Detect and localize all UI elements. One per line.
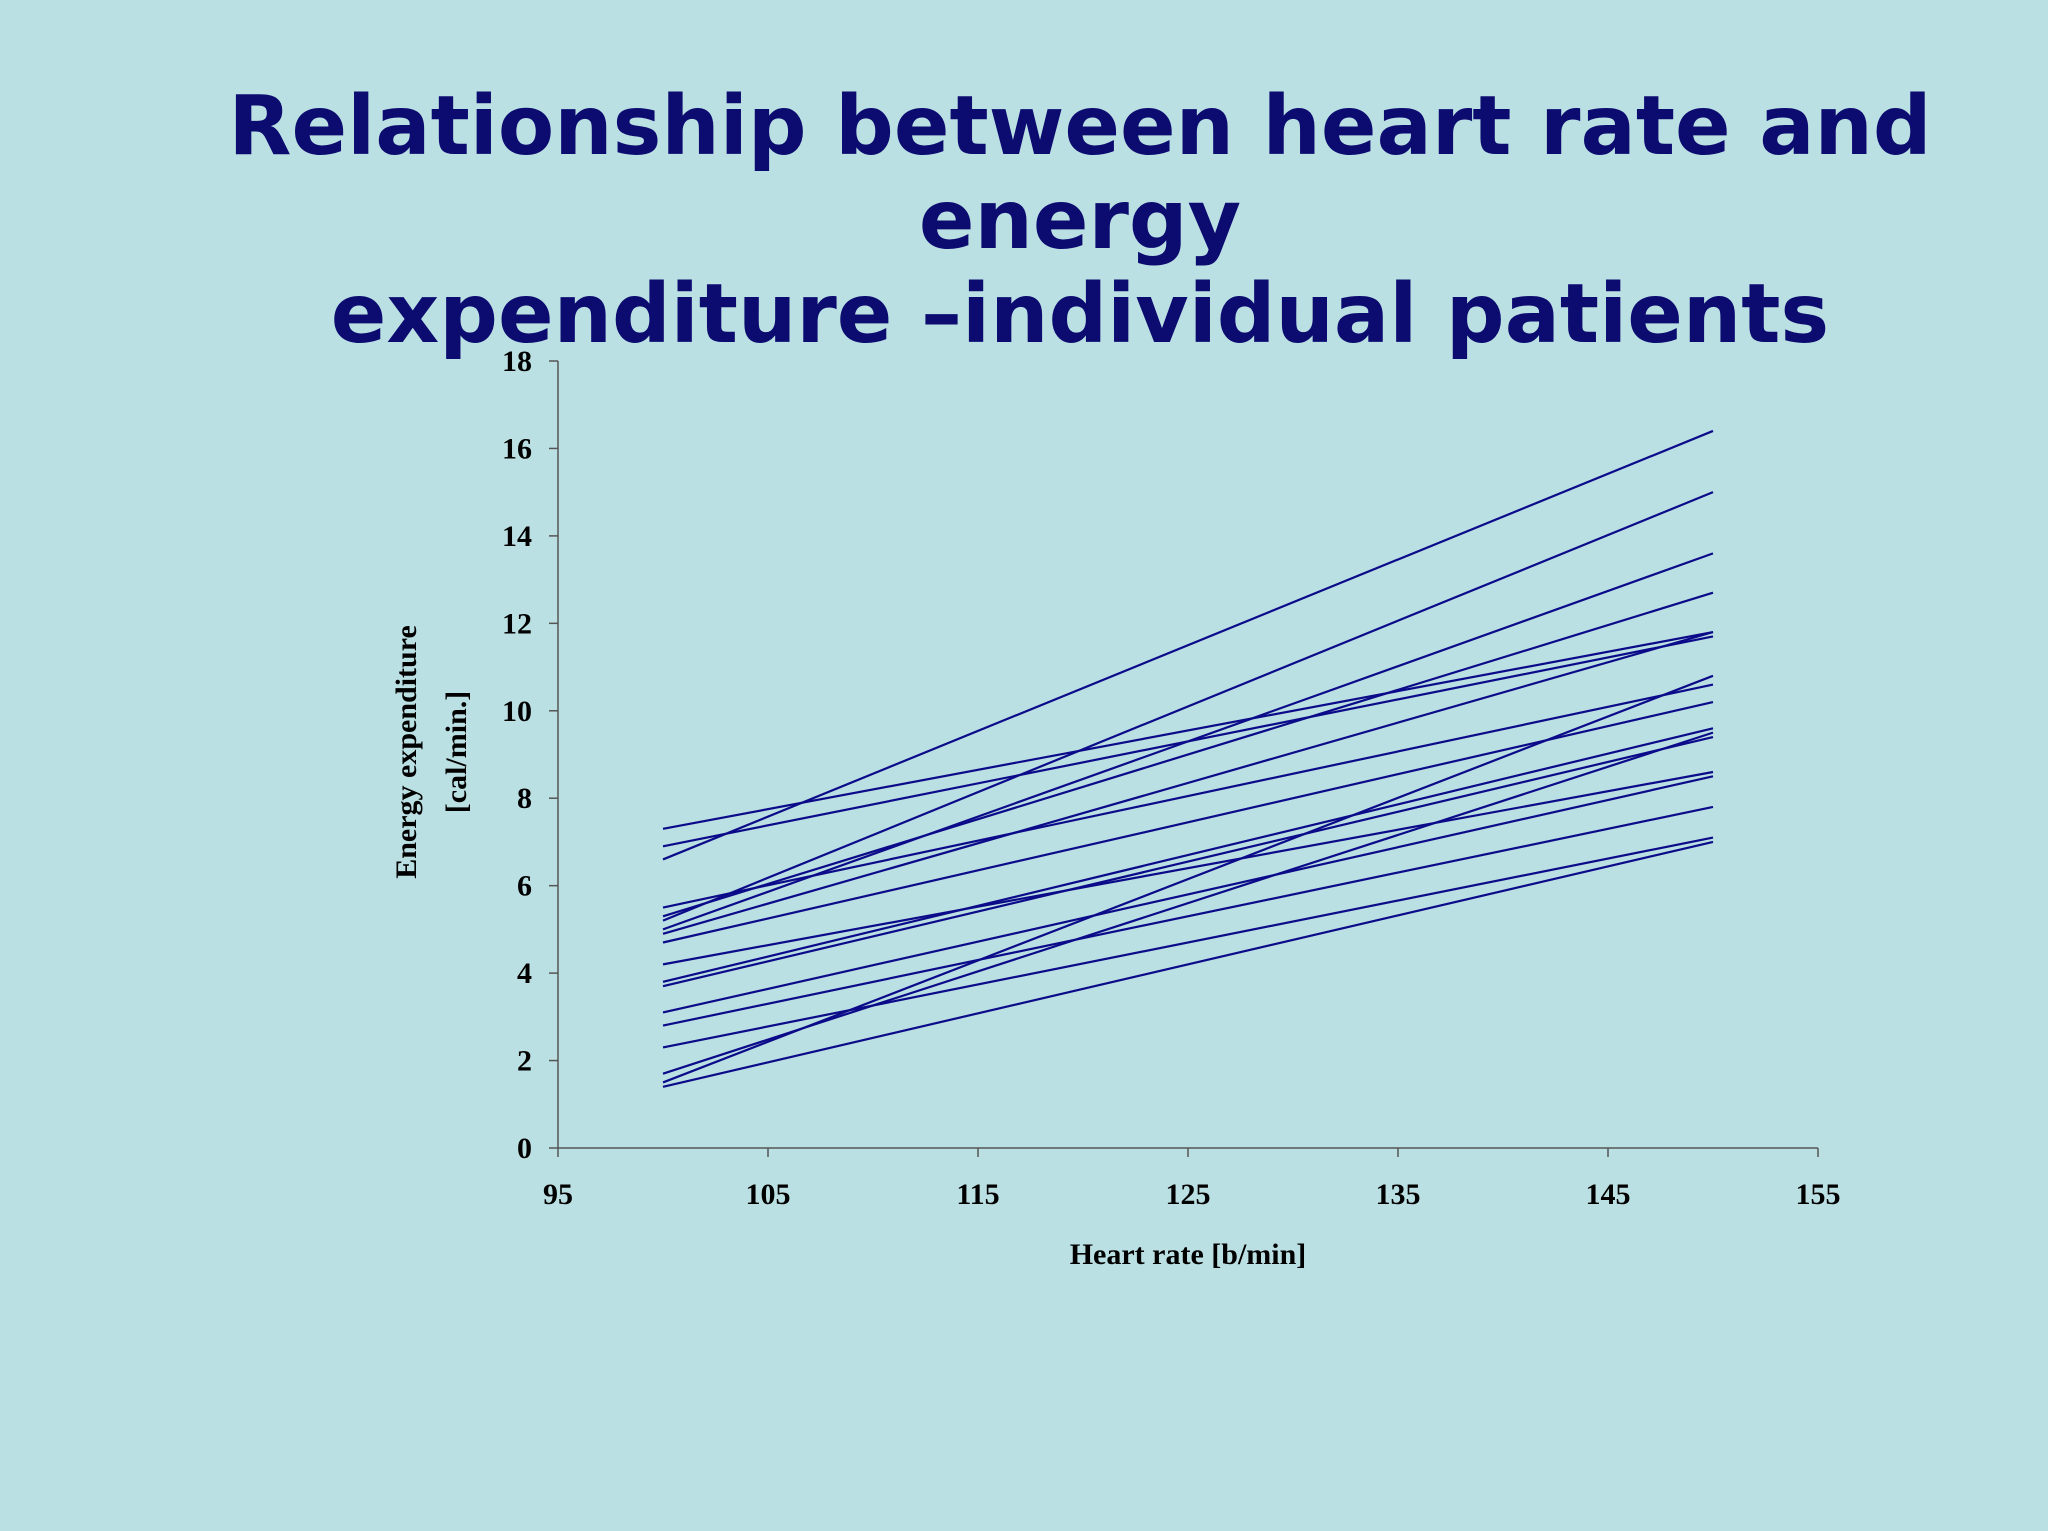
x-tick-label: 95 <box>543 1178 573 1211</box>
y-tick-label: 16 <box>502 432 532 465</box>
x-tick-label: 105 <box>746 1178 791 1211</box>
y-tick-label: 12 <box>502 607 532 640</box>
series-line-12 <box>662 735 1714 988</box>
slide-title-line-1: Relationship between heart rate and ener… <box>228 79 1932 268</box>
series-line-13 <box>662 775 1714 1014</box>
series-line-15 <box>662 836 1714 1049</box>
x-tick-label: 145 <box>1586 1178 1631 1211</box>
series-line-9 <box>662 700 1714 944</box>
series-line-11 <box>662 727 1714 983</box>
series-line-5 <box>662 591 1714 918</box>
series-lines <box>662 429 1714 1088</box>
y-tick-label: 4 <box>517 957 532 990</box>
x-axis-title: Heart rate [b/min] <box>1070 1238 1307 1271</box>
series-line-14 <box>662 805 1714 1027</box>
series-line-18 <box>662 840 1714 1088</box>
y-tick-label: 6 <box>517 870 532 903</box>
slide-title: Relationship between heart rate and ener… <box>160 80 2000 362</box>
series-line-16 <box>662 731 1714 1075</box>
slide-title-line-2: expenditure –individual patients <box>330 267 1830 362</box>
x-tick-label: 155 <box>1796 1178 1841 1211</box>
x-tick-label: 115 <box>956 1178 999 1211</box>
x-axis: 95 105 115 125 135 145 155 <box>543 1147 1841 1211</box>
series-line-17 <box>662 674 1714 1084</box>
y-tick-label: 10 <box>502 695 532 728</box>
series-line-4 <box>662 683 1714 909</box>
y-axis-title-line-2: [cal/min.] <box>440 691 473 813</box>
series-line-10 <box>662 770 1714 966</box>
y-tick-label: 18 <box>502 345 532 378</box>
series-line-3 <box>662 429 1714 861</box>
y-tick-label: 2 <box>517 1045 532 1078</box>
y-axis-title-line-1: Energy expenditure <box>390 625 423 879</box>
series-line-6 <box>662 491 1714 922</box>
series-line-1 <box>662 630 1714 830</box>
y-tick-label: 14 <box>502 520 532 553</box>
y-tick-label: 8 <box>517 782 532 815</box>
x-tick-label: 135 <box>1376 1178 1421 1211</box>
y-tick-label: 0 <box>517 1132 532 1165</box>
y-axis: 0 2 4 6 8 10 12 14 16 18 <box>502 345 559 1165</box>
series-line-7 <box>662 552 1714 931</box>
series-line-8 <box>662 631 1714 935</box>
y-axis-title: Energy expenditure [cal/min.] <box>390 625 473 879</box>
x-tick-label: 125 <box>1166 1178 1211 1211</box>
